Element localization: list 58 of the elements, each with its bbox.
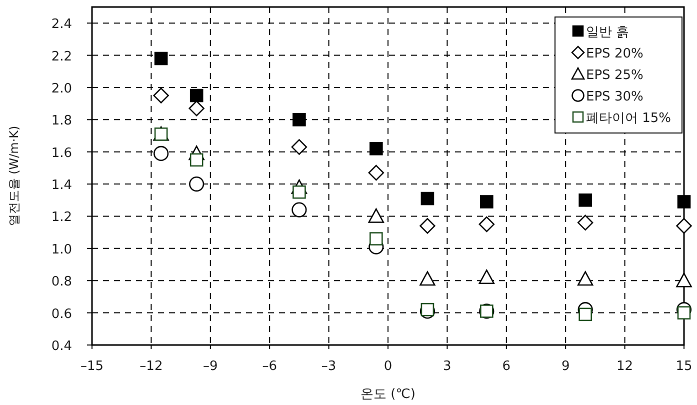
point [368,164,384,181]
point [190,153,204,167]
legend-label: EPS 20% [586,46,644,62]
x-tick-label: 3 [443,359,452,374]
point [420,192,434,206]
point [292,185,306,199]
point [480,195,494,208]
point [420,271,436,286]
y-tick-label: 1.2 [51,210,72,226]
point [677,195,691,208]
point [578,308,592,322]
legend-label: EPS 25% [586,68,644,83]
point [154,146,169,162]
y-tick-label: 2.4 [51,17,72,32]
point [368,208,384,223]
x-tick-label: 12 [616,359,634,374]
point [676,218,692,234]
point [154,52,168,66]
point [370,142,383,156]
point [190,88,204,102]
x-tick-label: –15 [80,359,104,374]
point [676,272,692,288]
point [420,218,436,234]
x-tick-label: –6 [262,359,277,374]
y-tick-label: 0.6 [51,306,72,322]
x-tick-label: –9 [203,359,218,374]
y-tick-label: 0.4 [51,339,72,354]
y-tick-label: 1.4 [51,178,72,194]
point [677,306,691,320]
point [292,202,307,218]
point [188,100,204,116]
point [577,214,594,231]
y-tick-label: 0.8 [51,274,72,290]
x-axis-title: 온도 (℃) [360,387,416,402]
y-tick-label: 2.2 [51,49,72,64]
point [153,88,169,104]
x-tick-label: –12 [140,359,163,374]
point [370,232,383,246]
x-tick-label: 15 [676,359,692,374]
legend-label: 일반 흙 [586,25,630,40]
y-tick-label: 1.6 [51,146,72,161]
y-tick-label: 1.0 [51,242,72,258]
legend-label: EPS 30% [586,90,644,104]
point [292,113,306,126]
point [577,271,594,286]
point [478,216,495,232]
legend-label: 폐타이어 15% [586,111,672,126]
point [189,176,204,192]
y-tick-label: 2.0 [51,81,72,96]
y-axis-title: 열전도율 (W/m·K) [7,126,21,226]
point [578,193,592,207]
point [291,139,308,155]
y-tick-label: 1.8 [51,114,72,129]
point [478,270,495,284]
x-tick-label: 9 [561,359,570,374]
x-tick-label: 0 [384,359,392,374]
x-tick-label: –3 [321,359,336,374]
x-tick-label: 6 [502,359,511,374]
